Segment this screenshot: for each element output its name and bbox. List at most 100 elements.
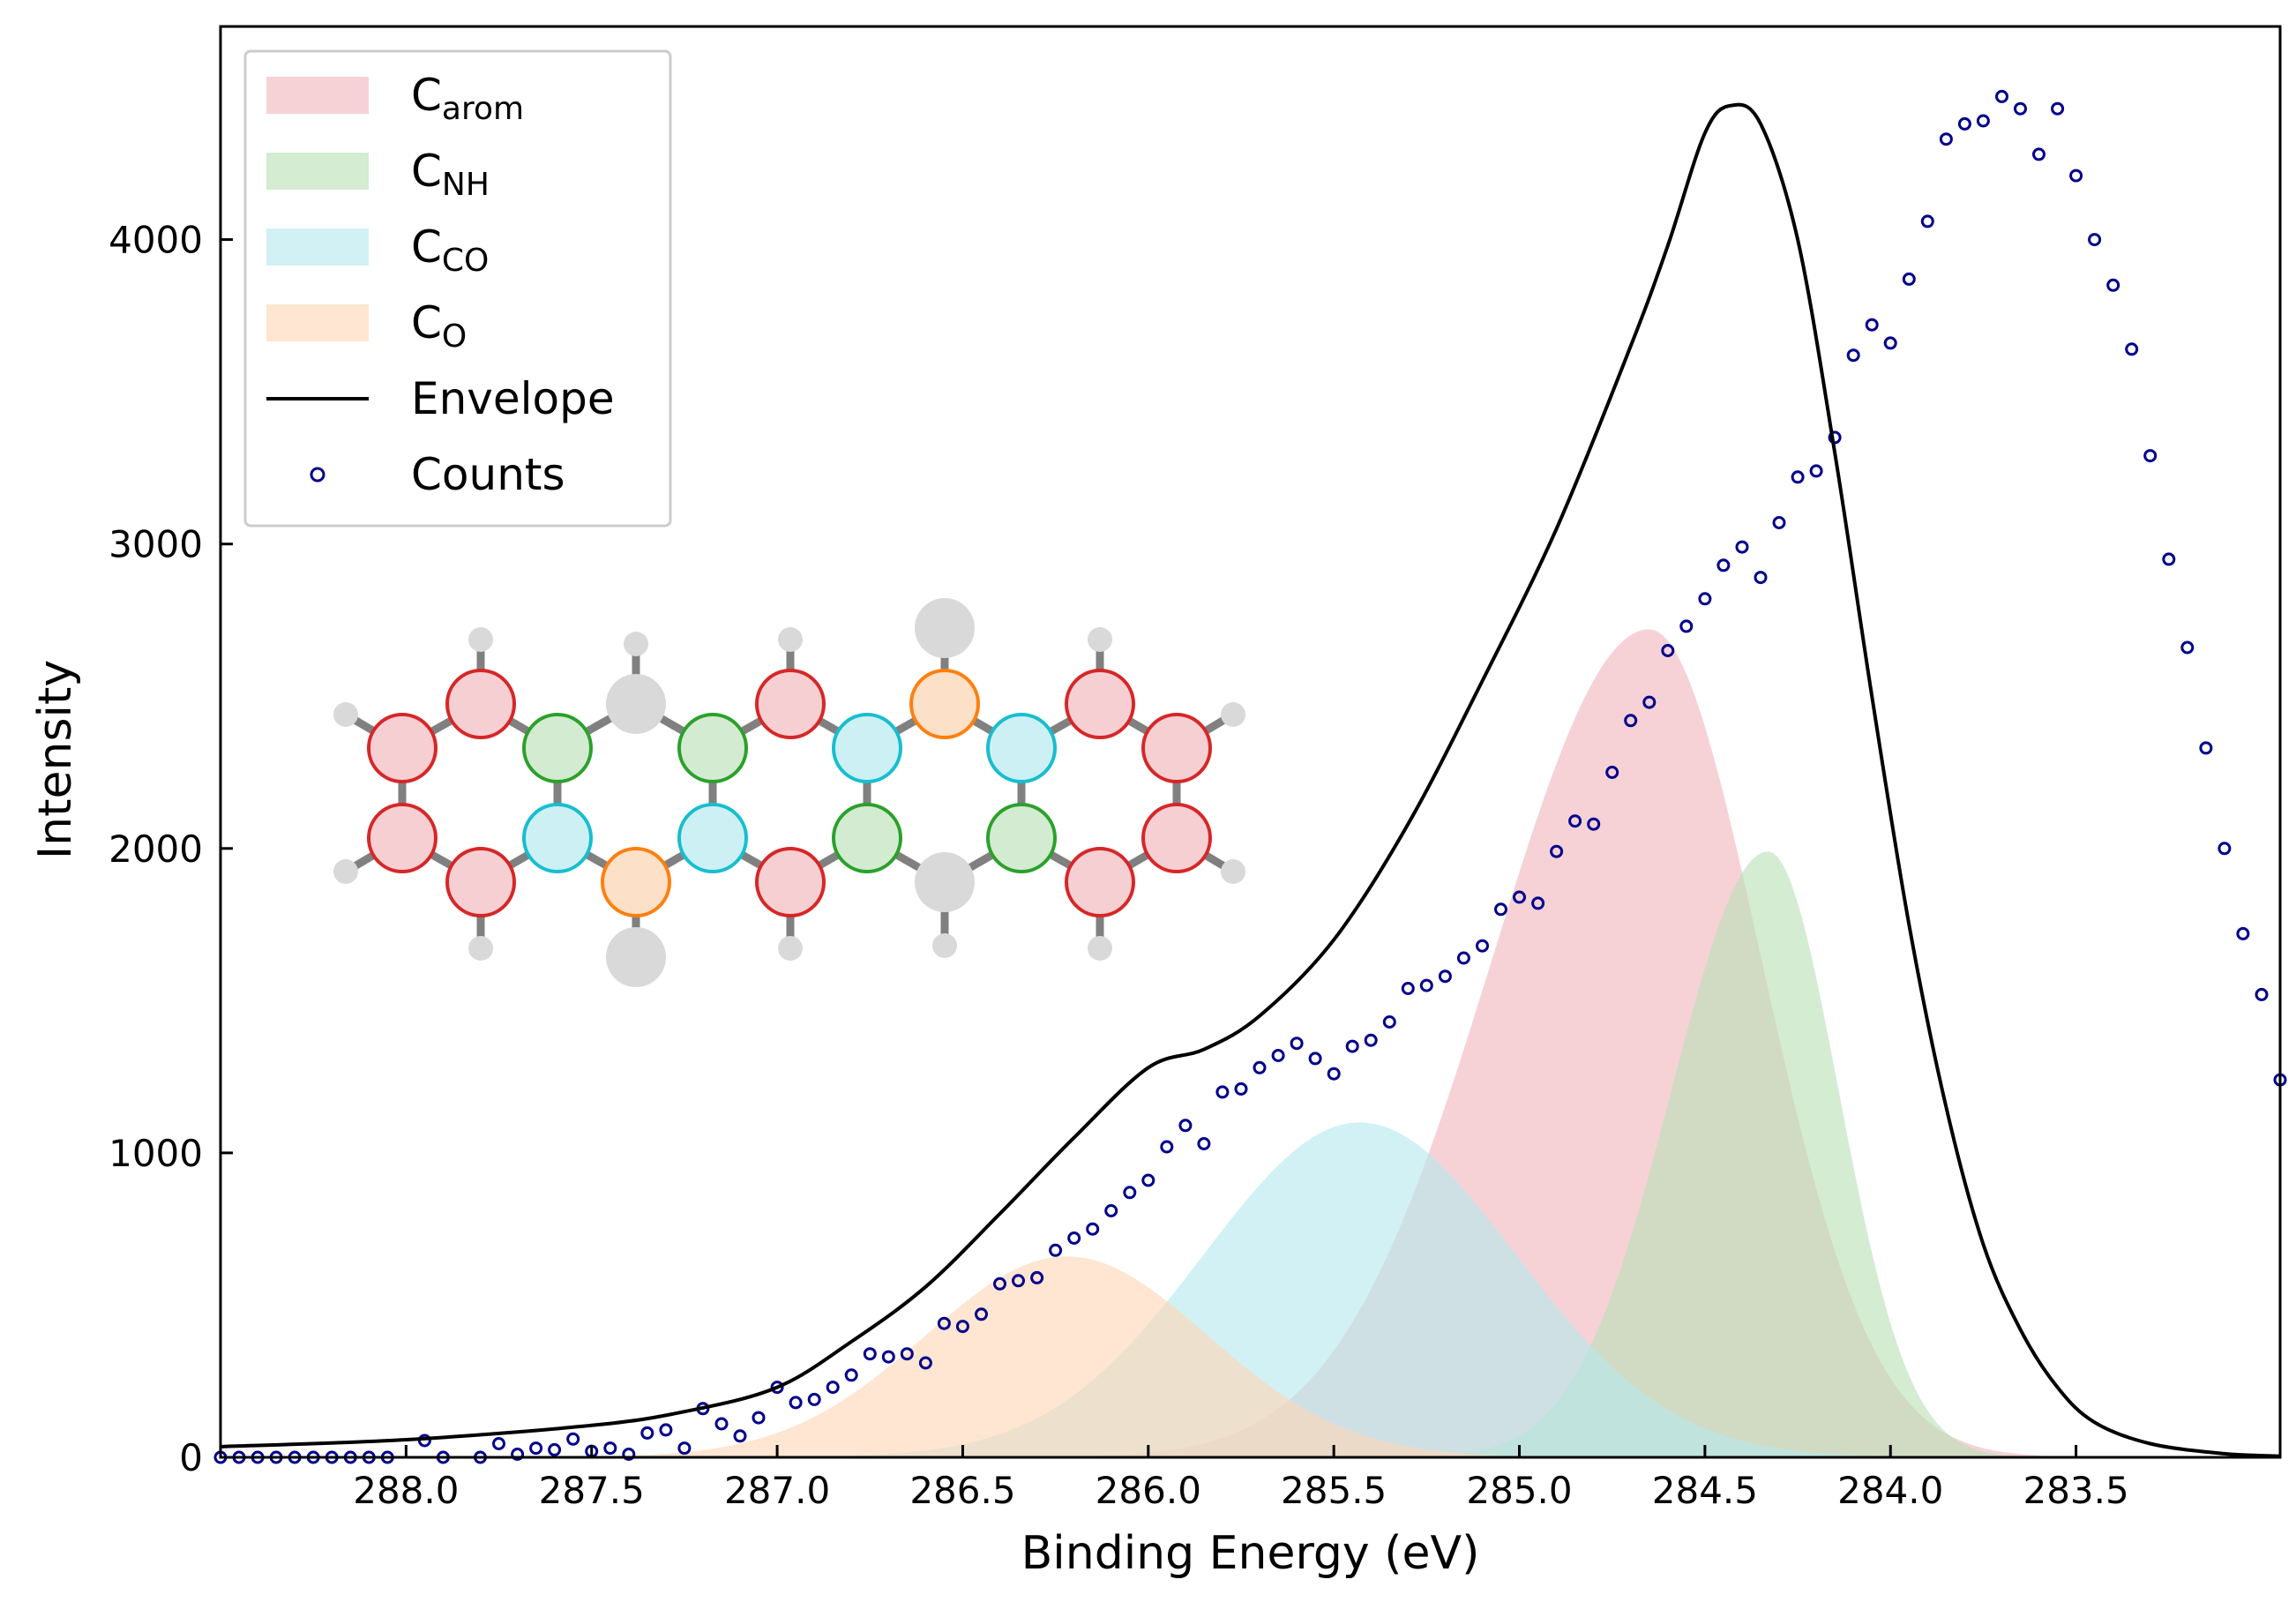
- count-point: [2180, 640, 2195, 655]
- carbon-atom-arom: [445, 847, 516, 917]
- hydrogen-atom: [778, 627, 803, 652]
- legend-item: CO: [266, 297, 467, 355]
- count-point: [2162, 552, 2176, 566]
- count-point: [1234, 1082, 1248, 1096]
- count-point: [1494, 902, 1507, 917]
- y-axis-label: Intensity: [29, 660, 82, 859]
- x-axis-label: Binding Energy (eV): [1021, 1527, 1480, 1580]
- count-point: [1735, 540, 1749, 554]
- legend-swatch: [266, 153, 369, 190]
- count-point: [1995, 89, 2008, 103]
- carbon-atom-arom: [1065, 669, 1135, 739]
- count-point: [1141, 1173, 1155, 1187]
- legend-swatch: [266, 77, 369, 114]
- x-tick-label: 285.0: [1466, 1469, 1572, 1512]
- legend-label: Carom: [411, 70, 524, 127]
- count-point: [1290, 1037, 1304, 1051]
- legend-item: Envelope: [266, 373, 615, 424]
- count-point: [714, 1417, 729, 1431]
- count-point: [2032, 147, 2045, 161]
- carbon-atom-co: [522, 803, 593, 873]
- carbon-atom-o: [909, 669, 980, 739]
- count-point: [2255, 987, 2269, 1001]
- count-point: [1957, 116, 1971, 131]
- component-area-nh: [221, 851, 2280, 1457]
- count-point: [1772, 516, 1786, 529]
- y-tick-label: 0: [179, 1436, 203, 1479]
- count-point: [2069, 168, 2083, 183]
- count-point: [863, 1347, 877, 1361]
- count-point: [1513, 890, 1526, 904]
- hydrogen-atom: [468, 627, 493, 652]
- legend-label: CO: [411, 297, 467, 355]
- hydrogen-atom: [333, 702, 358, 727]
- count-point: [659, 1423, 673, 1437]
- heteroatom: [606, 674, 666, 734]
- count-point: [2236, 926, 2250, 940]
- count-point: [1920, 214, 1934, 228]
- oxygen-atom: [915, 598, 975, 658]
- carbon-atom-arom: [1141, 803, 1212, 873]
- count-point: [603, 1441, 617, 1456]
- component-area-o: [221, 1256, 2280, 1457]
- carbon-atom-arom: [1141, 713, 1212, 783]
- carbon-atom-arom: [1065, 847, 1135, 917]
- count-point: [1716, 558, 1731, 573]
- count-point: [511, 1448, 525, 1461]
- count-point: [640, 1426, 654, 1440]
- count-point: [2088, 233, 2102, 247]
- count-point: [1642, 695, 1657, 709]
- count-point: [826, 1381, 840, 1395]
- carbon-atom-arom: [367, 713, 438, 783]
- carbon-atom-arom: [367, 803, 438, 873]
- count-point: [1086, 1222, 1100, 1236]
- y-axis-ticks: 0 1000 2000 3000 4000: [108, 219, 233, 1479]
- count-point: [993, 1276, 1006, 1291]
- count-point: [1883, 336, 1897, 350]
- x-tick-label: 284.5: [1652, 1469, 1758, 1512]
- count-point: [2143, 449, 2158, 463]
- legend-marker-swatch: [310, 467, 325, 483]
- count-point: [566, 1432, 580, 1446]
- count-point: [548, 1442, 562, 1456]
- oxygen-atom: [606, 927, 666, 987]
- count-point: [622, 1448, 636, 1461]
- count-point: [1661, 644, 1675, 657]
- count-point: [918, 1356, 932, 1370]
- count-point: [1531, 896, 1545, 910]
- count-point: [1253, 1060, 1267, 1074]
- count-point: [529, 1441, 543, 1456]
- count-point: [1197, 1137, 1211, 1150]
- legend-swatch: [266, 228, 369, 266]
- carbon-atom-nh: [832, 803, 902, 873]
- x-tick-label: 287.5: [539, 1469, 645, 1512]
- count-point: [1902, 272, 1916, 286]
- count-point: [492, 1437, 505, 1450]
- envelope-line: [220, 102, 2281, 1458]
- component-areas: [221, 629, 2280, 1457]
- count-point: [1123, 1186, 1137, 1200]
- carbon-atom-nh: [522, 713, 593, 783]
- count-point: [1364, 1033, 1378, 1047]
- x-tick-label: 285.5: [1281, 1469, 1387, 1512]
- count-point: [1067, 1231, 1081, 1245]
- count-point: [733, 1429, 747, 1443]
- count-point: [1382, 1015, 1396, 1029]
- count-point: [1698, 592, 1712, 606]
- hydrogen-atom: [778, 936, 803, 961]
- hydrogen-atom: [624, 632, 648, 656]
- count-point: [1345, 1039, 1359, 1053]
- x-axis-ticks: 288.0 287.5 287.0 286.5 286.0 285.5 285.0 284.5…: [353, 1445, 2129, 1512]
- count-point: [1178, 1119, 1193, 1133]
- count-point: [1456, 951, 1470, 965]
- count-point: [1809, 464, 1823, 478]
- count-point: [1865, 318, 1879, 332]
- count-point: [900, 1347, 914, 1361]
- count-point: [2014, 101, 2027, 116]
- legend-item: CNH: [266, 146, 490, 203]
- carbon-atom-arom: [445, 669, 516, 739]
- hydrogen-atom: [1221, 859, 1245, 884]
- count-point: [881, 1350, 895, 1364]
- carbon-atom-co: [677, 803, 748, 873]
- hydrogen-atom: [1088, 936, 1112, 961]
